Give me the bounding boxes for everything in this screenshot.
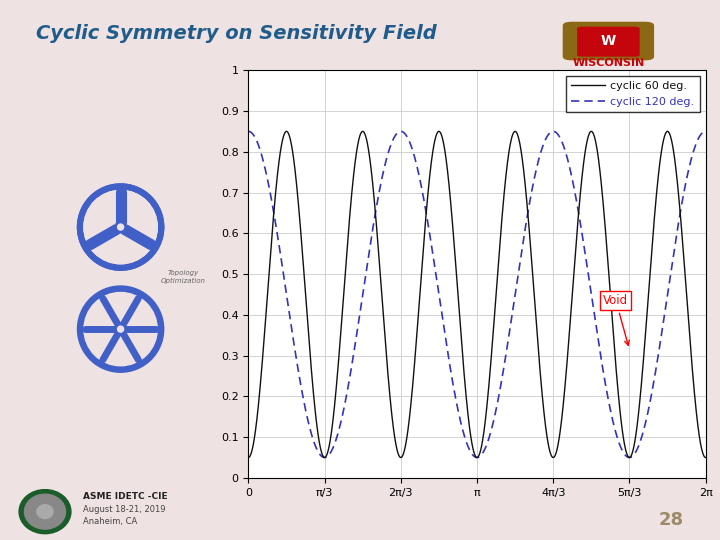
cyclic 60 deg.	[439, 140, 448, 147]
Line: cyclic 60 deg.: cyclic 60 deg.	[248, 131, 706, 457]
cyclic 120 deg.	[643, 411, 652, 417]
Circle shape	[115, 221, 126, 233]
Circle shape	[84, 191, 157, 264]
cyclic 120 deg.	[693, 139, 701, 145]
Circle shape	[84, 191, 157, 264]
Text: WISCONSIN: WISCONSIN	[572, 58, 644, 68]
cyclic 120 deg.	[244, 128, 253, 134]
Text: Cyclic Symmetry on Sensitivity Field: Cyclic Symmetry on Sensitivity Field	[36, 24, 437, 43]
cyclic 60 deg.	[297, 227, 305, 234]
FancyBboxPatch shape	[577, 28, 639, 56]
cyclic 120 deg.	[420, 197, 428, 203]
Text: August 18-21, 2019: August 18-21, 2019	[83, 505, 166, 514]
Circle shape	[117, 224, 124, 230]
Text: Anaheim, CA: Anaheim, CA	[83, 517, 137, 526]
Text: Void: Void	[603, 294, 629, 345]
Circle shape	[19, 490, 71, 534]
Circle shape	[78, 184, 163, 270]
Text: W: W	[600, 34, 616, 48]
cyclic 60 deg.	[323, 449, 332, 455]
cyclic 60 deg.	[244, 454, 253, 461]
Legend: cyclic 60 deg., cyclic 120 deg.: cyclic 60 deg., cyclic 120 deg.	[566, 76, 700, 112]
cyclic 120 deg.	[439, 323, 448, 329]
Circle shape	[84, 293, 157, 366]
Circle shape	[78, 286, 163, 372]
Circle shape	[115, 323, 126, 335]
Circle shape	[78, 184, 163, 270]
cyclic 60 deg.	[420, 238, 428, 245]
Text: ASME IDETC -CIE: ASME IDETC -CIE	[83, 492, 168, 501]
FancyBboxPatch shape	[563, 23, 654, 60]
cyclic 120 deg.	[296, 380, 305, 387]
Text: Topology
Optimization: Topology Optimization	[161, 271, 205, 284]
cyclic 60 deg.	[282, 128, 291, 134]
Circle shape	[24, 494, 66, 529]
Text: UNIVERSITY OF WISCONSIN-MADISON: UNIVERSITY OF WISCONSIN-MADISON	[562, 71, 654, 76]
Circle shape	[117, 326, 124, 332]
cyclic 60 deg.	[701, 454, 710, 461]
cyclic 60 deg.	[643, 303, 652, 310]
Line: cyclic 120 deg.: cyclic 120 deg.	[248, 131, 706, 457]
cyclic 120 deg.	[323, 453, 332, 460]
cyclic 60 deg.	[693, 413, 701, 419]
cyclic 120 deg.	[320, 454, 329, 461]
Circle shape	[37, 505, 53, 518]
cyclic 120 deg.	[701, 128, 710, 134]
Text: 28: 28	[659, 511, 684, 529]
